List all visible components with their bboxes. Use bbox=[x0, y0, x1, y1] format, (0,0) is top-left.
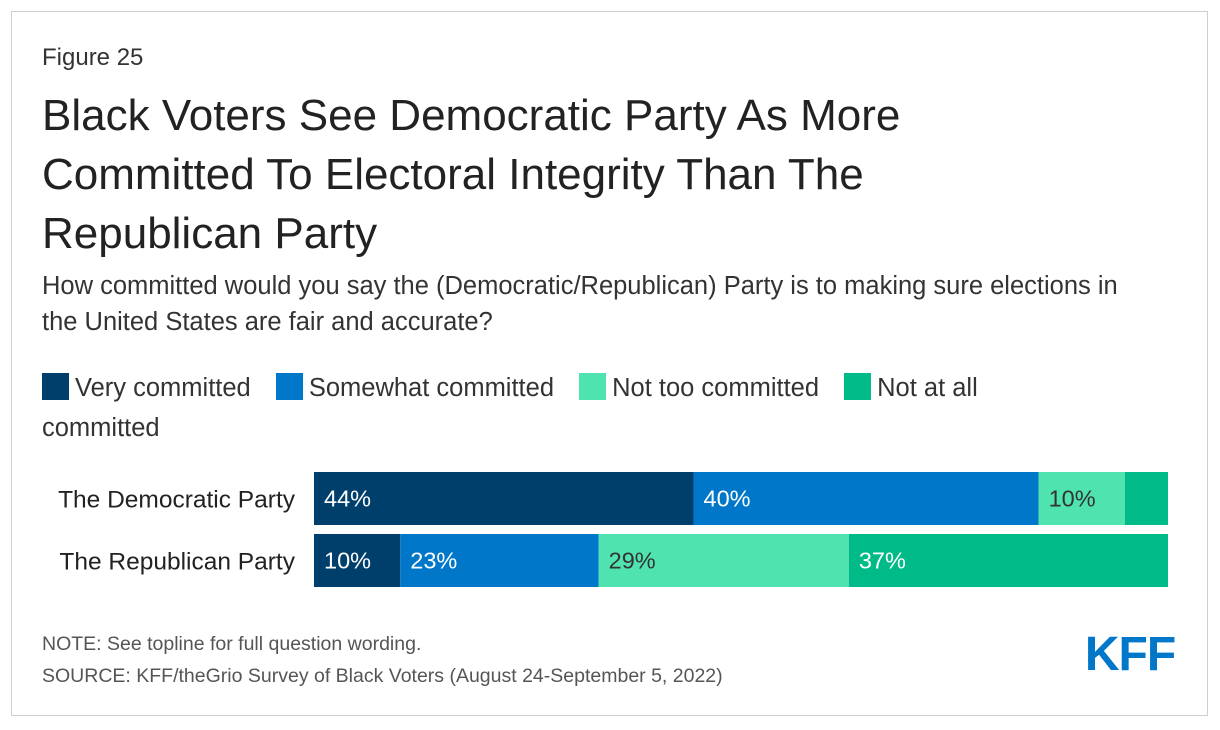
bar-segment bbox=[598, 534, 849, 587]
bar-segment bbox=[400, 534, 599, 587]
bar-segment bbox=[1124, 472, 1168, 525]
legend-swatch bbox=[579, 373, 607, 400]
legend-item: Somewhat committed bbox=[275, 373, 572, 402]
bar-segment bbox=[848, 534, 1168, 587]
chart-title: Black Voters See Democratic Party As Mor… bbox=[42, 91, 901, 258]
svg-text:KFF: KFF bbox=[1085, 628, 1175, 676]
kff-logo: KFF bbox=[1085, 628, 1176, 676]
legend-item: Not at all committed bbox=[42, 373, 978, 442]
bar-segment bbox=[314, 472, 694, 525]
note-text: NOTE: See topline for full question word… bbox=[42, 633, 422, 655]
data-label: 44% bbox=[324, 486, 371, 512]
bar-segment bbox=[1038, 472, 1125, 525]
legend-swatch bbox=[844, 373, 872, 400]
chart-subtitle: How committed would you say the (Democra… bbox=[42, 272, 1118, 336]
bar-segment bbox=[693, 472, 1039, 525]
legend-label: Not at all committed bbox=[42, 374, 978, 442]
data-label: 37% bbox=[859, 548, 906, 574]
legend-item: Not too committed bbox=[579, 373, 837, 402]
data-label: 40% bbox=[704, 486, 751, 512]
legend-swatch bbox=[42, 373, 69, 400]
data-label: 29% bbox=[609, 548, 656, 574]
source-text: SOURCE: KFF/theGrio Survey of Black Vote… bbox=[42, 665, 723, 687]
legend-label: Not too committed bbox=[612, 374, 820, 402]
legend-label: Somewhat committed bbox=[308, 374, 555, 402]
legend-swatch bbox=[275, 373, 303, 400]
stacked-bar-chart: The Democratic Party 44% 40% 10% The Republi… bbox=[58, 472, 1168, 587]
legend-label: Very committed bbox=[75, 374, 251, 402]
footnotes: NOTE: See topline for full question word… bbox=[42, 628, 723, 692]
legend: Very committed Somewhat committed Not to… bbox=[42, 368, 1062, 448]
legend-item: Very committed bbox=[42, 373, 269, 402]
figure-label: Figure 25 bbox=[42, 44, 144, 71]
category-label: The Republican Party bbox=[59, 549, 295, 576]
figure-card bbox=[11, 11, 1208, 716]
data-label: 23% bbox=[410, 548, 457, 574]
data-label: 10% bbox=[324, 548, 371, 574]
category-label: The Democratic Party bbox=[58, 487, 296, 514]
data-label: 10% bbox=[1049, 486, 1096, 512]
bar-segment bbox=[314, 534, 401, 587]
